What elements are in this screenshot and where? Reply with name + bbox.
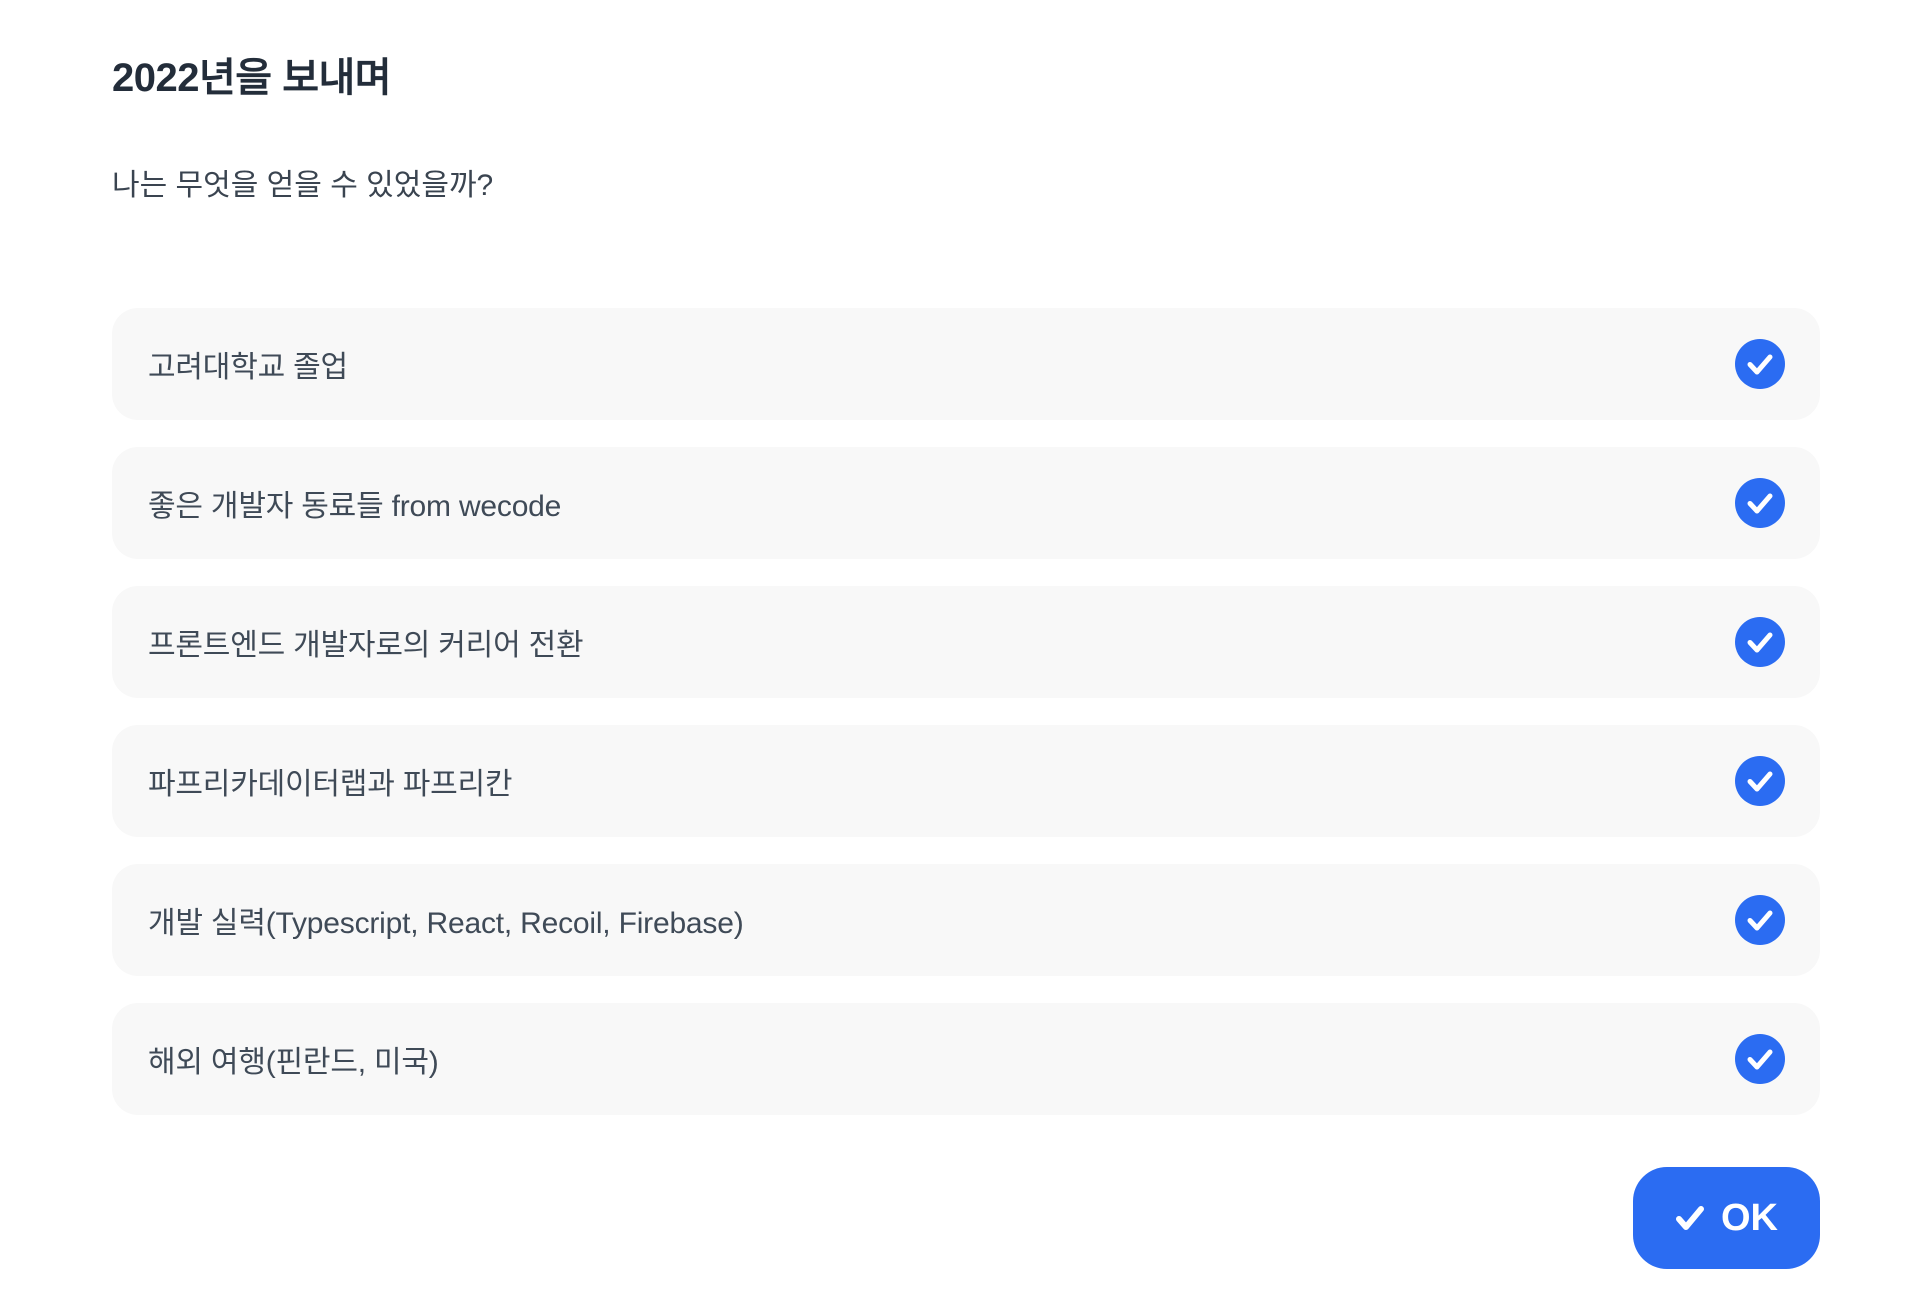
checked-circle-icon: [1735, 756, 1785, 806]
checked-circle-icon: [1735, 339, 1785, 389]
choice-label: 프론트엔드 개발자로의 커리어 전환: [148, 629, 584, 662]
ok-button-label: OK: [1721, 1196, 1778, 1239]
choice-option[interactable]: 파프리카데이터랩과 파프리칸: [112, 725, 1820, 837]
choice-label: 파프리카데이터랩과 파프리칸: [148, 768, 513, 801]
form-page: 2022년을 보내며 나는 무엇을 얻을 수 있었을까? 고려대학교 졸업 좋은…: [0, 54, 1932, 1314]
question-title: 2022년을 보내며: [112, 56, 392, 100]
choice-label: 고려대학교 졸업: [148, 351, 348, 384]
checked-circle-icon: [1735, 478, 1785, 528]
choice-option[interactable]: 해외 여행(핀란드, 미국): [112, 1003, 1820, 1115]
choice-label: 해외 여행(핀란드, 미국): [148, 1046, 439, 1079]
checked-circle-icon: [1735, 617, 1785, 667]
question-subtitle: 나는 무엇을 얻을 수 있었을까?: [112, 169, 494, 202]
choices-list: 고려대학교 졸업 좋은 개발자 동료들 from wecode 프론트엔드 개발…: [112, 308, 1820, 1115]
choice-option[interactable]: 프론트엔드 개발자로의 커리어 전환: [112, 586, 1820, 698]
choice-option[interactable]: 고려대학교 졸업: [112, 308, 1820, 420]
choice-option[interactable]: 개발 실력(Typescript, React, Recoil, Firebas…: [112, 864, 1820, 976]
checked-circle-icon: [1735, 1034, 1785, 1084]
checked-circle-icon: [1735, 895, 1785, 945]
choice-option[interactable]: 좋은 개발자 동료들 from wecode: [112, 447, 1820, 559]
check-icon: [1676, 1206, 1704, 1230]
choice-label: 좋은 개발자 동료들 from wecode: [148, 490, 562, 523]
choice-label: 개발 실력(Typescript, React, Recoil, Firebas…: [148, 907, 744, 940]
ok-button[interactable]: OK: [1633, 1167, 1820, 1269]
footer: OK: [112, 1167, 1820, 1269]
